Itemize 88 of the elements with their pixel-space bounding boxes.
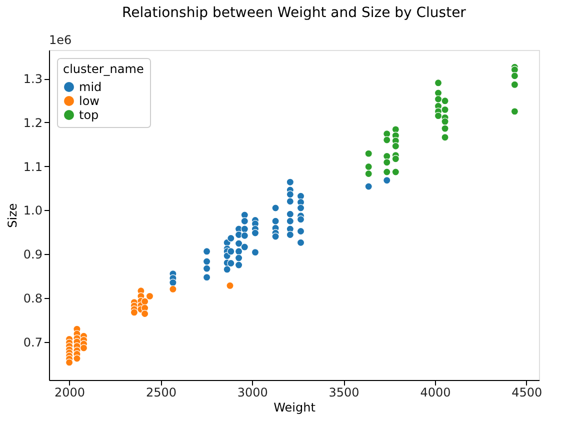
x-axis-title: Weight xyxy=(274,400,316,414)
chart-title: Relationship between Weight and Size by Cluster xyxy=(122,5,466,21)
x-tick-label: 3000 xyxy=(237,386,268,400)
point xyxy=(272,217,280,225)
legend-title: cluster_name xyxy=(63,62,144,76)
point xyxy=(392,142,400,150)
y-tick-label: 1.1 xyxy=(23,160,42,174)
point xyxy=(234,240,243,248)
y-tick-label: 0.9 xyxy=(23,248,42,262)
point xyxy=(240,217,248,225)
point xyxy=(296,216,305,224)
y-tick-label: 1.2 xyxy=(23,116,42,130)
point xyxy=(510,108,519,116)
point xyxy=(169,285,177,293)
point xyxy=(364,150,372,158)
point xyxy=(364,170,372,178)
point xyxy=(364,162,372,171)
point xyxy=(392,155,400,163)
point xyxy=(226,282,234,290)
legend-label: mid xyxy=(79,80,102,94)
point xyxy=(434,112,442,120)
point xyxy=(286,198,294,206)
point xyxy=(240,211,248,219)
point xyxy=(202,264,211,272)
y-tick-label: 0.8 xyxy=(23,291,42,306)
point xyxy=(286,210,294,218)
point xyxy=(202,258,211,266)
point xyxy=(202,273,211,282)
x-tick-label: 4500 xyxy=(512,386,542,400)
x-tick-label: 4000 xyxy=(420,386,451,400)
point xyxy=(240,225,248,233)
point xyxy=(223,266,231,274)
x-tick-label: 2500 xyxy=(146,386,176,400)
point xyxy=(286,190,294,198)
point xyxy=(130,308,138,316)
point xyxy=(286,217,294,225)
y-tick-label: 1.0 xyxy=(23,204,42,218)
point xyxy=(251,229,260,237)
x-tick-label: 2000 xyxy=(54,386,86,400)
point xyxy=(286,230,294,239)
point xyxy=(510,80,519,88)
legend-label: top xyxy=(79,108,99,122)
legend-label: low xyxy=(79,94,100,108)
point xyxy=(73,354,81,362)
point xyxy=(234,248,243,256)
point xyxy=(240,243,248,251)
point xyxy=(383,136,391,144)
point xyxy=(434,95,442,103)
point xyxy=(383,176,391,184)
point xyxy=(251,248,260,256)
y-axis-title: Size xyxy=(5,203,20,228)
point xyxy=(441,118,449,126)
y-tick-label: 0.7 xyxy=(23,335,42,350)
point xyxy=(140,298,149,306)
point xyxy=(296,238,305,246)
point xyxy=(80,344,88,352)
point xyxy=(296,227,305,236)
point xyxy=(227,234,235,242)
point xyxy=(140,310,149,318)
point xyxy=(169,278,177,286)
point xyxy=(383,130,391,138)
point xyxy=(272,204,280,212)
point xyxy=(234,261,243,269)
point xyxy=(392,126,400,134)
text: 1e6 xyxy=(49,33,72,47)
y-tick-label: 1.3 xyxy=(23,72,42,86)
point xyxy=(434,79,442,87)
point xyxy=(202,248,211,256)
point xyxy=(434,89,442,97)
point xyxy=(392,168,400,176)
point xyxy=(441,106,449,114)
point xyxy=(227,248,235,256)
point xyxy=(383,158,391,166)
point xyxy=(441,134,449,142)
point xyxy=(146,292,154,300)
point xyxy=(227,259,235,268)
point xyxy=(383,168,391,176)
point xyxy=(510,72,519,80)
point xyxy=(296,204,305,212)
point xyxy=(441,97,449,105)
point xyxy=(240,232,248,240)
point xyxy=(286,178,294,186)
x-tick-label: 3500 xyxy=(328,386,360,400)
point xyxy=(364,182,372,190)
point xyxy=(234,254,243,262)
point xyxy=(441,124,449,132)
point xyxy=(272,232,280,240)
point xyxy=(65,358,74,366)
